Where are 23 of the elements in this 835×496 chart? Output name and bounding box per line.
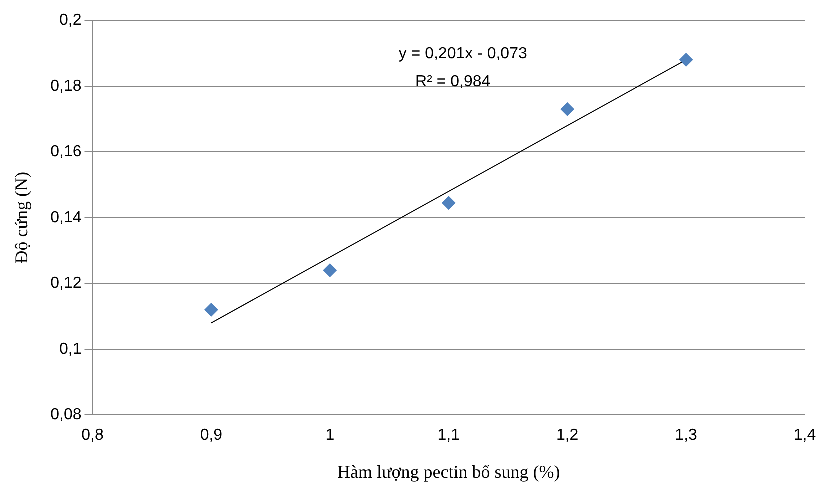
x-tick-label: 1 [326,427,335,444]
x-tick-label: 1,2 [556,427,579,444]
y-tick-label: 0,12 [50,275,82,292]
point [679,53,694,68]
y-tick-label: 0,18 [50,78,82,95]
x-tick-label: 0,9 [200,427,223,444]
y-tick-label: 0,2 [59,12,82,30]
annotation: R² = 0,984 [416,74,491,91]
annotation: y = 0,201x - 0,073 [398,46,528,63]
y-tick-label: 0,1 [59,340,82,358]
x-tick-label: 1,3 [675,427,698,444]
point [442,196,456,210]
y-tick-label: 0,14 [50,209,82,226]
y-tick-label: 0,16 [50,144,82,161]
y-axis-title: Độ cứng (N) [12,172,32,264]
x-axis-title: Hàm lượng pectin bổ sung (%) [338,462,560,482]
point [323,264,338,278]
point [560,102,575,116]
x-tick-label: 1,1 [438,427,460,444]
y-tick-label: 0,08 [50,406,82,424]
x-tick-label: 0,8 [82,427,104,444]
point [204,302,218,317]
x-tick-label: 1,4 [794,427,816,444]
